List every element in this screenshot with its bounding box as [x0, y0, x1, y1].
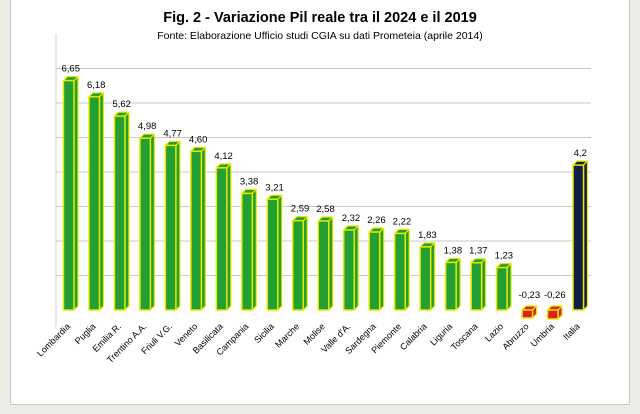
- bar-italia: [572, 160, 589, 311]
- value-label: 4,77: [163, 128, 182, 139]
- value-label: 2,58: [316, 204, 335, 215]
- value-label: 6,18: [87, 80, 106, 91]
- value-label: 6,65: [61, 64, 80, 75]
- value-label: -0,26: [544, 290, 566, 301]
- bar-sicilia: [266, 194, 283, 311]
- value-label: 3,38: [240, 176, 259, 187]
- bar-liguria: [444, 257, 461, 311]
- bar-marche: [292, 216, 308, 311]
- value-label: 5,62: [112, 99, 131, 110]
- bar-calabria: [419, 242, 436, 311]
- bar-molise: [317, 216, 334, 311]
- value-label: 4,2: [574, 148, 587, 159]
- bar-emilia-r-: [113, 111, 130, 311]
- bar-piemonte: [393, 228, 410, 311]
- value-label: 4,60: [189, 134, 208, 145]
- category-label: Lazio: [483, 321, 505, 343]
- bar-abruzzo: [521, 305, 538, 319]
- category-label: Toscana: [449, 321, 480, 352]
- bar-valle-d-a-: [342, 225, 359, 311]
- value-label: 4,98: [138, 121, 157, 132]
- value-label: 1,37: [469, 246, 488, 257]
- bar-campania: [241, 188, 257, 311]
- value-label: -0,23: [518, 290, 540, 301]
- value-label: 1,38: [444, 245, 463, 256]
- bar-basilicata: [215, 163, 232, 311]
- bar-veneto: [190, 146, 206, 311]
- value-label: 1,23: [495, 251, 514, 262]
- category-label: Abruzzo: [500, 321, 530, 351]
- category-label: Umbria: [529, 321, 557, 349]
- value-label: 2,26: [367, 215, 386, 226]
- category-label: Lombardia: [35, 321, 72, 358]
- category-label: Calabria: [398, 321, 429, 352]
- bar-lombardia: [62, 75, 79, 311]
- bar-sardegna: [368, 227, 385, 311]
- bar-friuli-v-g-: [164, 140, 181, 311]
- bar-toscana: [470, 258, 487, 311]
- value-label: 1,83: [418, 230, 437, 241]
- value-label: 4,12: [214, 151, 233, 162]
- category-label: Marche: [273, 321, 301, 349]
- bar-trentino-a-a-: [139, 133, 156, 311]
- chart-frame: Fig. 2 - Variazione Pil reale tra il 202…: [10, 0, 630, 405]
- category-label: Italia: [561, 321, 582, 342]
- value-label: 2,32: [342, 213, 361, 224]
- bar-lazio: [495, 262, 512, 311]
- bar-umbria: [546, 305, 563, 320]
- bar-puglia: [88, 92, 105, 311]
- chart-subtitle: Fonte: Elaborazione Ufficio studi CGIA s…: [157, 30, 483, 42]
- value-label: 3,21: [265, 182, 284, 193]
- value-label: 2,22: [393, 216, 412, 227]
- category-label: Sicilia: [252, 321, 276, 345]
- chart-title: Fig. 2 - Variazione Pil reale tra il 202…: [163, 10, 477, 26]
- value-label: 2,59: [291, 204, 310, 215]
